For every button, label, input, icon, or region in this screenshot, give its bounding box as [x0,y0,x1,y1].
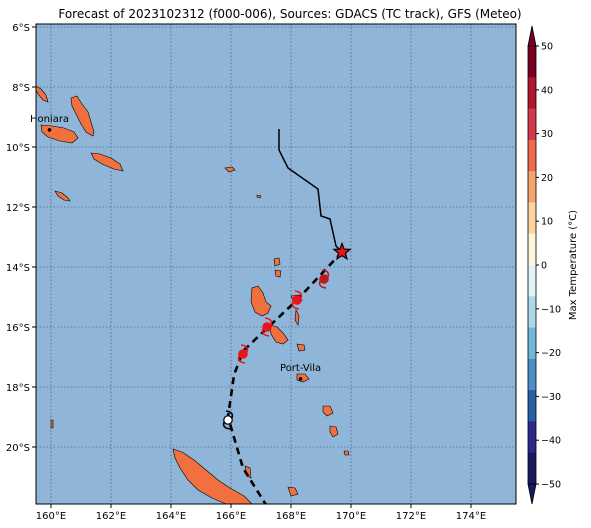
colorbar-segment [528,296,536,329]
colorbar-tick-label: 10 [541,217,553,228]
lon-tick-label: 174°E [456,511,486,522]
colorbar-segment [528,390,536,422]
cyclone-symbol-icon [237,344,249,364]
island-aneityum [343,450,350,456]
island-malakula [269,324,289,345]
colorbar-extend-bottom [527,483,537,505]
colorbar-tick-label: −30 [541,392,561,403]
cyclone-symbol-icon [318,269,330,289]
map-panel: Honiara Port-Vila [30,23,517,505]
colorbar-tick-label: −10 [541,304,561,315]
colorbar-tick-label: 50 [541,42,553,53]
island-small-1 [54,190,71,202]
lon-tick-label: 168°E [276,511,306,522]
island-small-2 [224,166,236,173]
island-tanna [329,425,339,438]
island-torres [273,257,281,267]
map-title: Forecast of 2023102312 (f000-006), Sourc… [58,7,521,21]
colorbar-segment [528,327,536,360]
cyclone-symbol-icon [291,290,303,310]
colorbar-tick-label: −50 [541,480,561,491]
lat-tick-label: 8°S [12,83,30,94]
colorbar-tick-label: −20 [541,348,561,359]
lon-tick-label: 166°E [216,511,246,522]
lat-tick-label: 16°S [6,323,30,334]
colorbar-segment [528,46,536,78]
colorbar-tick-label: 40 [541,85,553,96]
colorbar-extend-top [527,25,537,47]
cyclone-track [222,129,352,505]
colorbar-segment [528,202,536,235]
current-position-star-icon [332,241,352,261]
lon-tick-label: 172°E [396,511,426,522]
colorbar-segment [528,171,536,203]
map-frame [35,23,517,505]
lat-tick-label: 12°S [6,203,30,214]
lat-tick-label: 10°S [6,143,30,154]
island-small-3 [256,194,262,199]
colorbar-tick-label: 20 [541,173,553,184]
colorbar-segment [528,77,536,110]
lon-tick-label: 160°E [36,511,66,522]
colorbar: 50 40 30 20 10 0 −10 −20 −30 −40 −50 Max Temperatur… [527,25,579,505]
colorbar-segment [528,452,536,485]
colorbar-segment [528,421,536,454]
island-makira [90,152,124,172]
city-markers: Honiara Port-Vila [30,114,321,381]
lat-tick-label: 20°S [6,443,30,454]
island-erromango [322,405,334,417]
island-malaita [70,95,95,137]
cyclone-symbol-icon [222,410,234,430]
colorbar-segment [528,358,536,391]
island-loyalty [287,486,299,497]
lon-tick-label: 162°E [96,511,126,522]
city-marker-icon [47,128,52,132]
colorbar-tick-label: −40 [541,436,561,447]
colorbar-segment [528,265,536,297]
island-ambrym [296,343,306,352]
city-marker-icon [298,377,303,381]
lat-tick-label: 14°S [6,263,30,274]
lon-tick-label: 164°E [156,511,186,522]
island-pentecost [294,308,300,326]
colorbar-segment [528,233,536,266]
colorbar-segment [528,108,536,141]
colorbar-tick-label: 0 [541,261,547,272]
city-label: Honiara [30,114,69,125]
island-banks [274,269,282,278]
past-track-line [278,129,343,253]
island-reef-west [50,419,54,429]
colorbar-tick-label: 30 [541,129,553,140]
lat-tick-label: 6°S [12,23,30,34]
colorbar-label: Max Temperature (°C) [568,210,579,320]
map-axes: 160°E 162°E 164°E 166°E 168°E 170°E 172°E 174°E… [6,23,486,522]
lat-tick-label: 18°S [6,383,30,394]
cyclone-symbol-icon [261,317,273,337]
city-label: Port-Vila [280,363,321,374]
island-espiritu-santo [250,285,272,317]
colorbar-segment [528,139,536,172]
lon-tick-label: 170°E [336,511,366,522]
